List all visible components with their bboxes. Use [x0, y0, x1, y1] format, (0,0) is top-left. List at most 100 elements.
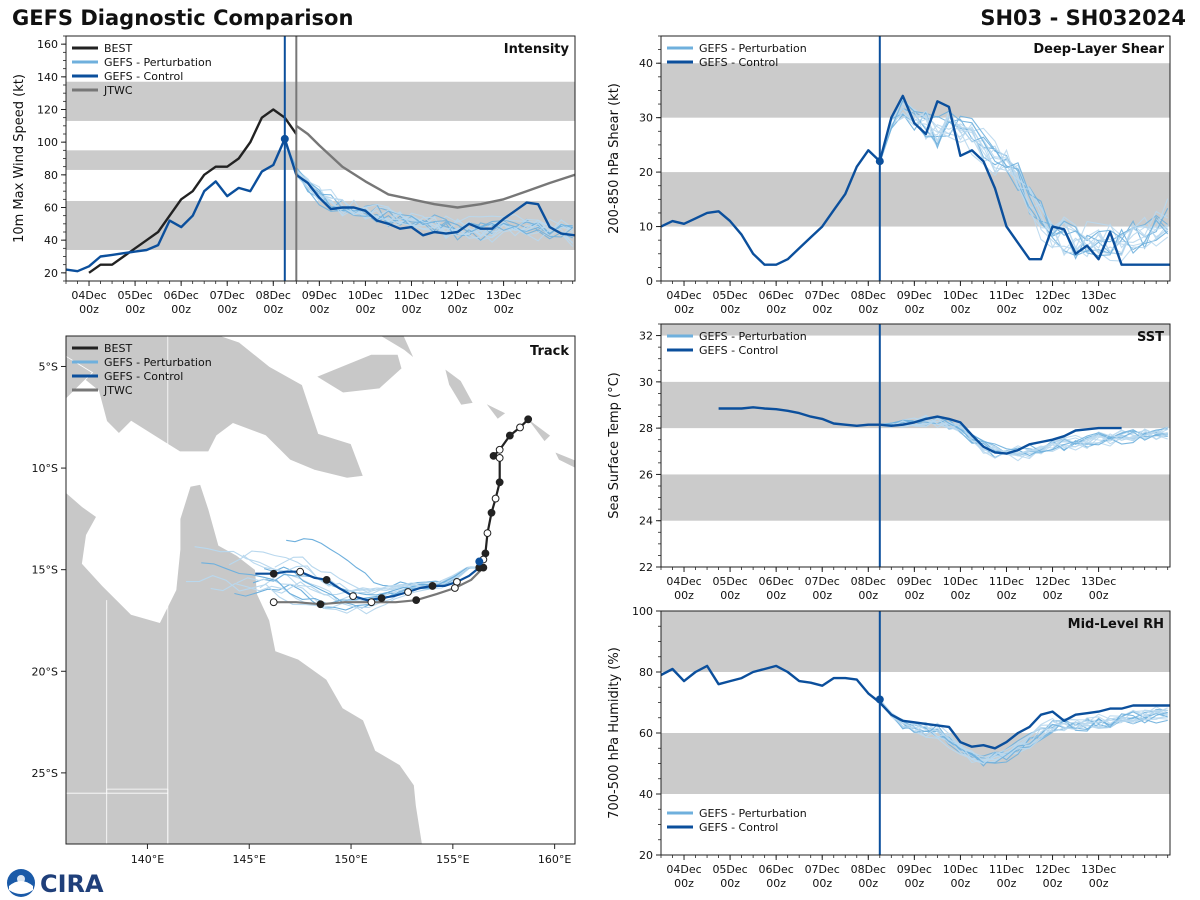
- legend-label-pert: GEFS - Perturbation: [104, 356, 212, 369]
- x-tick-label-hour: 00z: [858, 589, 878, 602]
- y-tick-label: 30: [639, 376, 653, 389]
- y-tick-label: 100: [37, 136, 58, 149]
- bougainville-island: [444, 367, 474, 406]
- cira-noaa-logo: CIRA: [7, 869, 104, 898]
- x-tick-label-hour: 00z: [766, 303, 786, 316]
- panel-title: Intensity: [504, 42, 570, 57]
- ensemble-member-line: [284, 141, 574, 238]
- x-tick-label-date: 08Dec: [851, 863, 886, 876]
- legend-label-pert: GEFS - Perturbation: [699, 807, 807, 820]
- y-tick-label: 32: [639, 330, 653, 343]
- x-tick-label-hour: 00z: [263, 303, 283, 316]
- x-tick-label-hour: 00z: [1089, 589, 1109, 602]
- panel-plot-area: [66, 36, 575, 281]
- x-tick-label-hour: 00z: [766, 589, 786, 602]
- x-tick-label-date: 11Dec: [394, 289, 429, 302]
- legend-label-control: GEFS - Control: [104, 370, 183, 383]
- track-marker-best: [516, 423, 524, 432]
- x-tick-label-date: 07Dec: [805, 575, 840, 588]
- threshold-band-1: [661, 611, 1170, 672]
- x-tick-label-hour: 00z: [858, 303, 878, 316]
- ensemble-member-line: [879, 700, 1168, 767]
- x-tick-label-date: 11Dec: [989, 289, 1024, 302]
- x-tick-label-hour: 00z: [997, 877, 1017, 890]
- y-tick-label: 10: [639, 221, 653, 234]
- y-tick-label: 22: [639, 561, 653, 574]
- track-x-tick-label: 150°E: [334, 853, 367, 866]
- ensemble-member-line: [879, 114, 1169, 251]
- track-marker-jtwc: [412, 596, 421, 605]
- track-plot-area: [66, 336, 575, 844]
- panel-frame: [660, 323, 1171, 568]
- x-tick-label-date: 06Dec: [759, 575, 794, 588]
- track-marker-best: [487, 508, 496, 517]
- x-tick-label-date: 10Dec: [943, 575, 978, 588]
- y-tick-label: 120: [37, 104, 58, 117]
- ensemble-member-line: [879, 698, 1168, 764]
- ensemble-member-line: [879, 698, 1168, 765]
- legend-label-pert: GEFS - Perturbation: [699, 42, 807, 55]
- y-tick-label: 20: [639, 849, 653, 862]
- threshold-band-1: [66, 150, 575, 170]
- island-southwest: [66, 355, 94, 400]
- legend-label-best: BEST: [104, 42, 132, 55]
- x-tick-label-hour: 00z: [171, 303, 191, 316]
- track-y-tick-label: 10°S: [32, 462, 58, 475]
- track-marker-control: [428, 582, 437, 590]
- solomon-islands-west: [485, 402, 507, 420]
- x-tick-label-date: 04Dec: [666, 863, 701, 876]
- track-marker-best: [505, 431, 514, 440]
- x-tick-label-hour: 00z: [812, 877, 832, 890]
- ensemble-member-line: [879, 97, 1168, 255]
- new-britain-island: [315, 353, 403, 394]
- australia-landmass: [66, 483, 423, 844]
- legend-label-control: GEFS - Control: [699, 56, 778, 69]
- track-marker-best: [495, 478, 504, 487]
- track-y-tick-label: 15°S: [32, 564, 58, 577]
- y-tick-label: 60: [44, 202, 58, 215]
- x-tick-label-date: 13Dec: [486, 289, 521, 302]
- x-tick-label-date: 04Dec: [666, 575, 701, 588]
- panel-title: Mid-Level RH: [1068, 617, 1164, 632]
- panel-sst: 22242628303204Dec00z05Dec00z06Dec00z07De…: [607, 323, 1171, 602]
- panel-track: 140°E 145°E 150°E 155°E 160°E 5°S 10°S 15°S 20°S…: [32, 335, 576, 866]
- track-x-tick-label: 155°E: [436, 853, 469, 866]
- y-tick-label: 30: [639, 112, 653, 125]
- x-tick-label-date: 11Dec: [989, 863, 1024, 876]
- analysis-point-marker: [875, 695, 884, 704]
- track-y-tick-label: 20°S: [32, 665, 58, 678]
- x-tick-label-hour: 00z: [951, 303, 971, 316]
- x-tick-label-hour: 00z: [674, 877, 694, 890]
- legend-label-pert: GEFS - Perturbation: [699, 330, 807, 343]
- y-axis-label: 700-500 hPa Humidity (%): [607, 647, 622, 819]
- series-line-control: [66, 137, 575, 273]
- x-tick-label-date: 13Dec: [1081, 863, 1116, 876]
- x-tick-label-hour: 00z: [858, 877, 878, 890]
- x-tick-label-date: 09Dec: [897, 575, 932, 588]
- panel-rh: 2040608010004Dec00z05Dec00z06Dec00z07Dec…: [607, 605, 1171, 890]
- x-tick-label-hour: 00z: [1043, 877, 1063, 890]
- y-tick-label: 160: [37, 38, 58, 51]
- y-tick-label: 24: [639, 515, 653, 528]
- y-tick-label: 40: [639, 788, 653, 801]
- track-marker-control: [349, 592, 357, 600]
- x-tick-label-hour: 00z: [812, 303, 832, 316]
- x-tick-label-hour: 00z: [720, 303, 740, 316]
- x-tick-label-hour: 00z: [720, 589, 740, 602]
- y-tick-label: 28: [639, 422, 653, 435]
- track-line-best: [478, 418, 529, 569]
- y-axis-label: 10m Max Wind Speed (kt): [12, 74, 27, 243]
- track-marker-best: [524, 415, 533, 424]
- track-marker-jtwc: [479, 563, 488, 572]
- x-tick-label-date: 07Dec: [210, 289, 245, 302]
- ensemble-member-line: [284, 142, 573, 237]
- x-tick-label-hour: 00z: [494, 303, 514, 316]
- y-tick-label: 0: [646, 275, 653, 288]
- x-tick-label-date: 11Dec: [989, 575, 1024, 588]
- x-tick-label-hour: 00z: [217, 303, 237, 316]
- x-tick-label-hour: 00z: [951, 589, 971, 602]
- ensemble-member-line: [879, 418, 1168, 459]
- y-tick-label: 140: [37, 71, 58, 84]
- analysis-point-marker: [875, 157, 884, 166]
- x-tick-label-hour: 00z: [997, 303, 1017, 316]
